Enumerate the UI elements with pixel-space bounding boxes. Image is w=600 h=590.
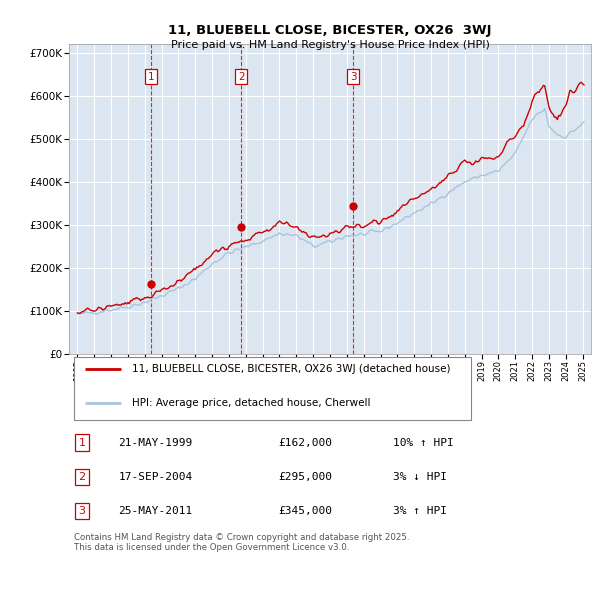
Text: 3: 3 [350, 72, 357, 82]
Text: 3% ↑ HPI: 3% ↑ HPI [392, 506, 446, 516]
Text: £295,000: £295,000 [278, 472, 332, 482]
Text: 2: 2 [238, 72, 244, 82]
Text: 1: 1 [148, 72, 154, 82]
Text: 11, BLUEBELL CLOSE, BICESTER, OX26 3WJ (detached house): 11, BLUEBELL CLOSE, BICESTER, OX26 3WJ (… [131, 364, 450, 374]
Text: 17-SEP-2004: 17-SEP-2004 [119, 472, 193, 482]
Text: 11, BLUEBELL CLOSE, BICESTER, OX26  3WJ: 11, BLUEBELL CLOSE, BICESTER, OX26 3WJ [168, 24, 492, 37]
Text: Contains HM Land Registry data © Crown copyright and database right 2025.
This d: Contains HM Land Registry data © Crown c… [74, 533, 410, 552]
Text: 10% ↑ HPI: 10% ↑ HPI [392, 438, 454, 448]
Text: HPI: Average price, detached house, Cherwell: HPI: Average price, detached house, Cher… [131, 398, 370, 408]
Text: 21-MAY-1999: 21-MAY-1999 [119, 438, 193, 448]
Text: 25-MAY-2011: 25-MAY-2011 [119, 506, 193, 516]
Text: 1: 1 [79, 438, 86, 448]
Text: 3: 3 [79, 506, 86, 516]
FancyBboxPatch shape [74, 358, 471, 420]
Text: £162,000: £162,000 [278, 438, 332, 448]
Text: £345,000: £345,000 [278, 506, 332, 516]
Text: Price paid vs. HM Land Registry's House Price Index (HPI): Price paid vs. HM Land Registry's House … [170, 40, 490, 50]
Text: 2: 2 [79, 472, 86, 482]
Text: 3% ↓ HPI: 3% ↓ HPI [392, 472, 446, 482]
